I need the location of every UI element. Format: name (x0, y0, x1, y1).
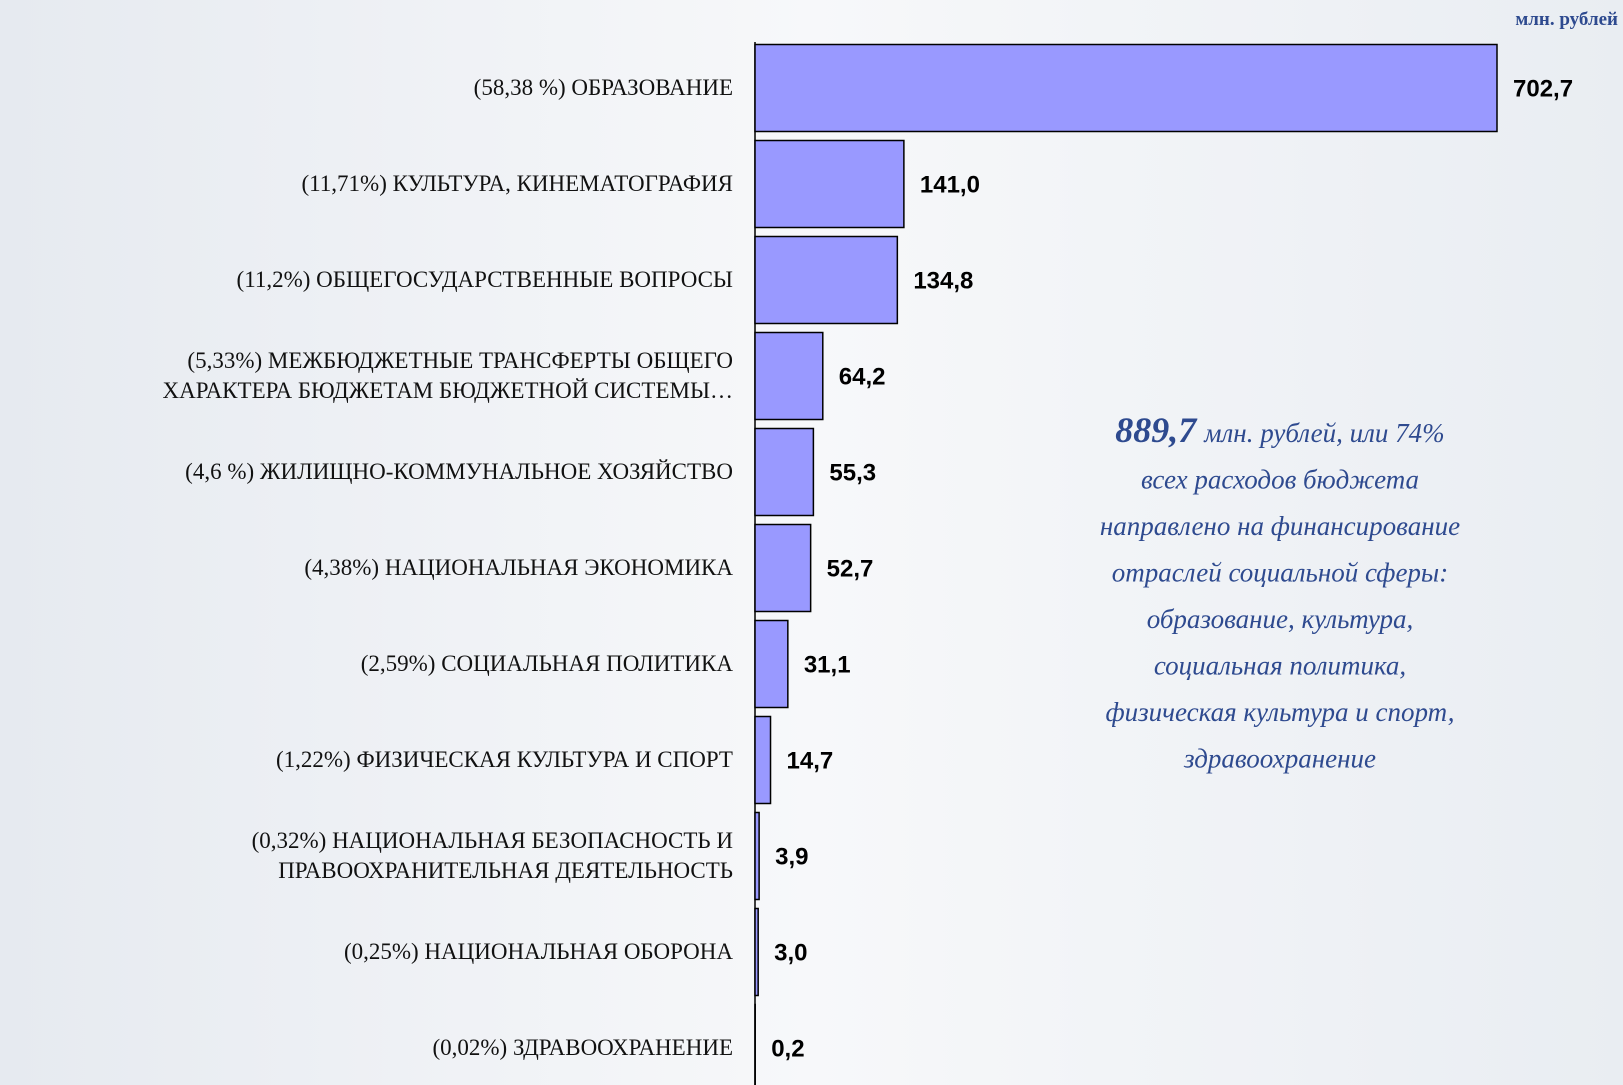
bar (754, 715, 772, 805)
category-label: (0,25%) НАЦИОНАЛЬНАЯ ОБОРОНА (343, 939, 733, 964)
category-label: (4,6 %) ЖИЛИЩНО-КОММУНАЛЬНОЕ ХОЗЯЙСТВО (185, 459, 733, 484)
category-label: (11,71%) КУЛЬТУРА, КИНЕМАТОГРАФИЯ (301, 171, 734, 196)
annotation-line: физическая культура и спорт, (1105, 697, 1454, 727)
category-label: (4,38%) НАЦИОНАЛЬНАЯ ЭКОНОМИКА (304, 555, 733, 580)
annotation-lead: 889,7 (1115, 410, 1198, 450)
value-label: 3,9 (775, 843, 808, 870)
value-label: 55,3 (829, 459, 876, 486)
annotation-line: отраслей социальной сферы: (1112, 558, 1448, 588)
annotation-line: образование, культура, (1147, 604, 1414, 634)
value-label: 0,2 (771, 1035, 804, 1062)
category-label: (1,22%) ФИЗИЧЕСКАЯ КУЛЬТУРА И СПОРТ (275, 747, 733, 772)
category-label: (5,33%) МЕЖБЮДЖЕТНЫЕ ТРАНСФЕРТЫ ОБЩЕГО Х… (162, 348, 734, 403)
annotation-line: социальная политика, (1154, 651, 1406, 681)
bar (754, 811, 760, 901)
category-label: (58,38 %) ОБРАЗОВАНИЕ (473, 75, 733, 100)
value-label: 134,8 (913, 267, 973, 294)
value-label: 141,0 (920, 171, 980, 198)
bar (754, 427, 815, 517)
value-label: 64,2 (839, 363, 886, 390)
category-label: (0,32%) НАЦИОНАЛЬНАЯ БЕЗОПАСНОСТЬ И ПРАВ… (251, 828, 733, 883)
annotation-line: 889,7 млн. рублей, или 74% (1115, 410, 1444, 450)
category-label: (0,02%) ЗДРАВООХРАНЕНИЕ (432, 1035, 733, 1060)
annotation-line: всех расходов бюджета (1141, 465, 1419, 495)
value-label: 31,1 (804, 651, 851, 678)
value-label: 14,7 (787, 747, 834, 774)
value-label: 3,0 (774, 939, 807, 966)
annotation-text: млн. рублей, или 74% (1203, 418, 1444, 448)
bar (754, 619, 789, 709)
bar (754, 523, 812, 613)
category-label: (11,2%) ОБЩЕГОСУДАРСТВЕННЫЕ ВОПРОСЫ (236, 267, 733, 292)
bar (754, 331, 824, 421)
bar (754, 907, 759, 997)
value-label: 702,7 (1513, 75, 1573, 102)
bar (754, 43, 1498, 133)
unit-label: млн. рублей (1515, 9, 1618, 30)
bar (754, 139, 905, 229)
bar (754, 235, 899, 325)
annotation-line: направлено на финансирование (1100, 511, 1460, 541)
value-label: 52,7 (827, 555, 874, 582)
category-label: (2,59%) СОЦИАЛЬНАЯ ПОЛИТИКА (360, 651, 733, 676)
annotation-line: здравоохранение (1183, 744, 1376, 774)
